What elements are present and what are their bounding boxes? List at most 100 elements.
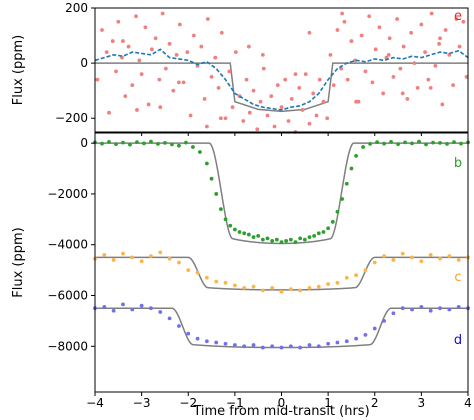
- bottom-data-point: [121, 140, 125, 145]
- bottom-x-tick-label: −1: [226, 396, 244, 410]
- bottom-data-point: [396, 142, 400, 147]
- bottom-x-tick-label: 1: [324, 396, 332, 410]
- bottom-data-point: [149, 306, 153, 311]
- bottom-data-point: [307, 343, 312, 347]
- top-data-point: [279, 105, 284, 110]
- top-data-point: [149, 47, 154, 52]
- bottom-data-point: [198, 150, 202, 154]
- top-data-point: [272, 124, 277, 129]
- top-data-point: [134, 14, 138, 19]
- bottom-data-point: [307, 235, 312, 240]
- bottom-data-point: [459, 141, 463, 146]
- bottom-x-tick-label: 2: [371, 396, 379, 410]
- bottom-data-point: [382, 141, 386, 146]
- top-data-point: [202, 97, 207, 101]
- top-data-point: [303, 72, 308, 77]
- bottom-data-point: [389, 139, 393, 144]
- bottom-data-point: [111, 308, 116, 313]
- bottom-data-point: [316, 344, 321, 349]
- top-data-point: [342, 19, 347, 24]
- bottom-data-point: [251, 343, 256, 347]
- bottom-data-point: [288, 287, 293, 292]
- bottom-y-tick-label: 0: [80, 136, 88, 150]
- bottom-data-point: [246, 232, 251, 237]
- planet-d-label: d: [454, 333, 462, 348]
- top-data-point: [258, 99, 263, 104]
- top-data-point: [188, 113, 193, 118]
- bottom-data-point: [372, 260, 377, 265]
- bottom-data-point: [139, 259, 144, 264]
- bottom-data-point: [265, 236, 270, 241]
- bottom-y-tick-label: −6000: [47, 289, 88, 303]
- bottom-data-point: [298, 345, 303, 350]
- top-data-point: [317, 77, 322, 82]
- top-data-point: [437, 41, 441, 46]
- bottom-data-point: [428, 308, 433, 313]
- bottom-data-points: [93, 139, 470, 350]
- bottom-data-point: [335, 340, 340, 345]
- bottom-data-point: [214, 192, 219, 196]
- top-data-point: [440, 102, 445, 107]
- top-data-point: [349, 39, 354, 43]
- bottom-data-point: [344, 181, 349, 186]
- top-data-point: [395, 17, 400, 21]
- bottom-data-point: [121, 251, 125, 256]
- bottom-data-point: [321, 230, 326, 234]
- bottom-data-point: [242, 344, 247, 349]
- bottom-x-tick-label: 3: [418, 396, 426, 410]
- bottom-data-point: [130, 307, 135, 312]
- bottom-data-point: [452, 140, 456, 145]
- bottom-data-point: [186, 331, 191, 336]
- bottom-data-point: [232, 283, 237, 288]
- bottom-data-point: [316, 284, 321, 289]
- bottom-data-point: [410, 141, 414, 146]
- top-data-point: [130, 83, 135, 88]
- top-data-point: [367, 14, 372, 19]
- bottom-data-point: [163, 141, 167, 145]
- bottom-data-point: [135, 140, 139, 145]
- top-data-point: [163, 66, 168, 71]
- top-data-point: [216, 86, 221, 90]
- bottom-data-point: [195, 270, 200, 275]
- top-data-point: [289, 97, 294, 101]
- top-data-point: [363, 69, 368, 74]
- bottom-data-point: [447, 307, 452, 312]
- bottom-data-point: [232, 227, 237, 232]
- bottom-data-point: [242, 231, 247, 236]
- bottom-data-point: [410, 255, 414, 260]
- bottom-data-point: [218, 207, 223, 212]
- top-data-point: [423, 50, 428, 54]
- top-data-point: [247, 110, 252, 115]
- top-data-point: [181, 80, 186, 85]
- top-data-point: [167, 41, 172, 46]
- top-data-point: [391, 74, 396, 79]
- top-data-point: [401, 44, 406, 49]
- bottom-data-point: [349, 166, 354, 171]
- top-data-point: [146, 102, 151, 107]
- top-data-point: [199, 44, 204, 49]
- bottom-data-point: [445, 142, 449, 146]
- bottom-data-point: [424, 142, 428, 147]
- top-data-point: [297, 86, 302, 90]
- bottom-y-axis-label: Flux (ppm): [11, 227, 26, 297]
- bottom-data-point: [438, 141, 442, 145]
- bottom-data-point: [223, 341, 228, 346]
- bottom-data-point: [260, 345, 265, 350]
- bottom-data-point: [382, 254, 386, 259]
- top-data-point: [429, 11, 434, 16]
- bottom-data-point: [363, 332, 368, 337]
- bottom-data-point: [170, 142, 174, 147]
- bottom-data-point: [177, 143, 181, 148]
- bottom-data-point: [326, 282, 331, 286]
- top-data-point: [107, 110, 111, 115]
- top-data-point: [260, 52, 265, 57]
- bottom-data-point: [312, 233, 317, 238]
- top-data-point: [174, 52, 179, 57]
- top-data-point: [126, 44, 131, 49]
- bottom-data-point: [242, 285, 247, 290]
- bottom-data-point: [279, 345, 284, 350]
- top-data-point: [137, 58, 142, 63]
- top-data-point: [261, 66, 266, 71]
- bottom-data-point: [186, 268, 191, 273]
- top-data-point: [286, 119, 291, 123]
